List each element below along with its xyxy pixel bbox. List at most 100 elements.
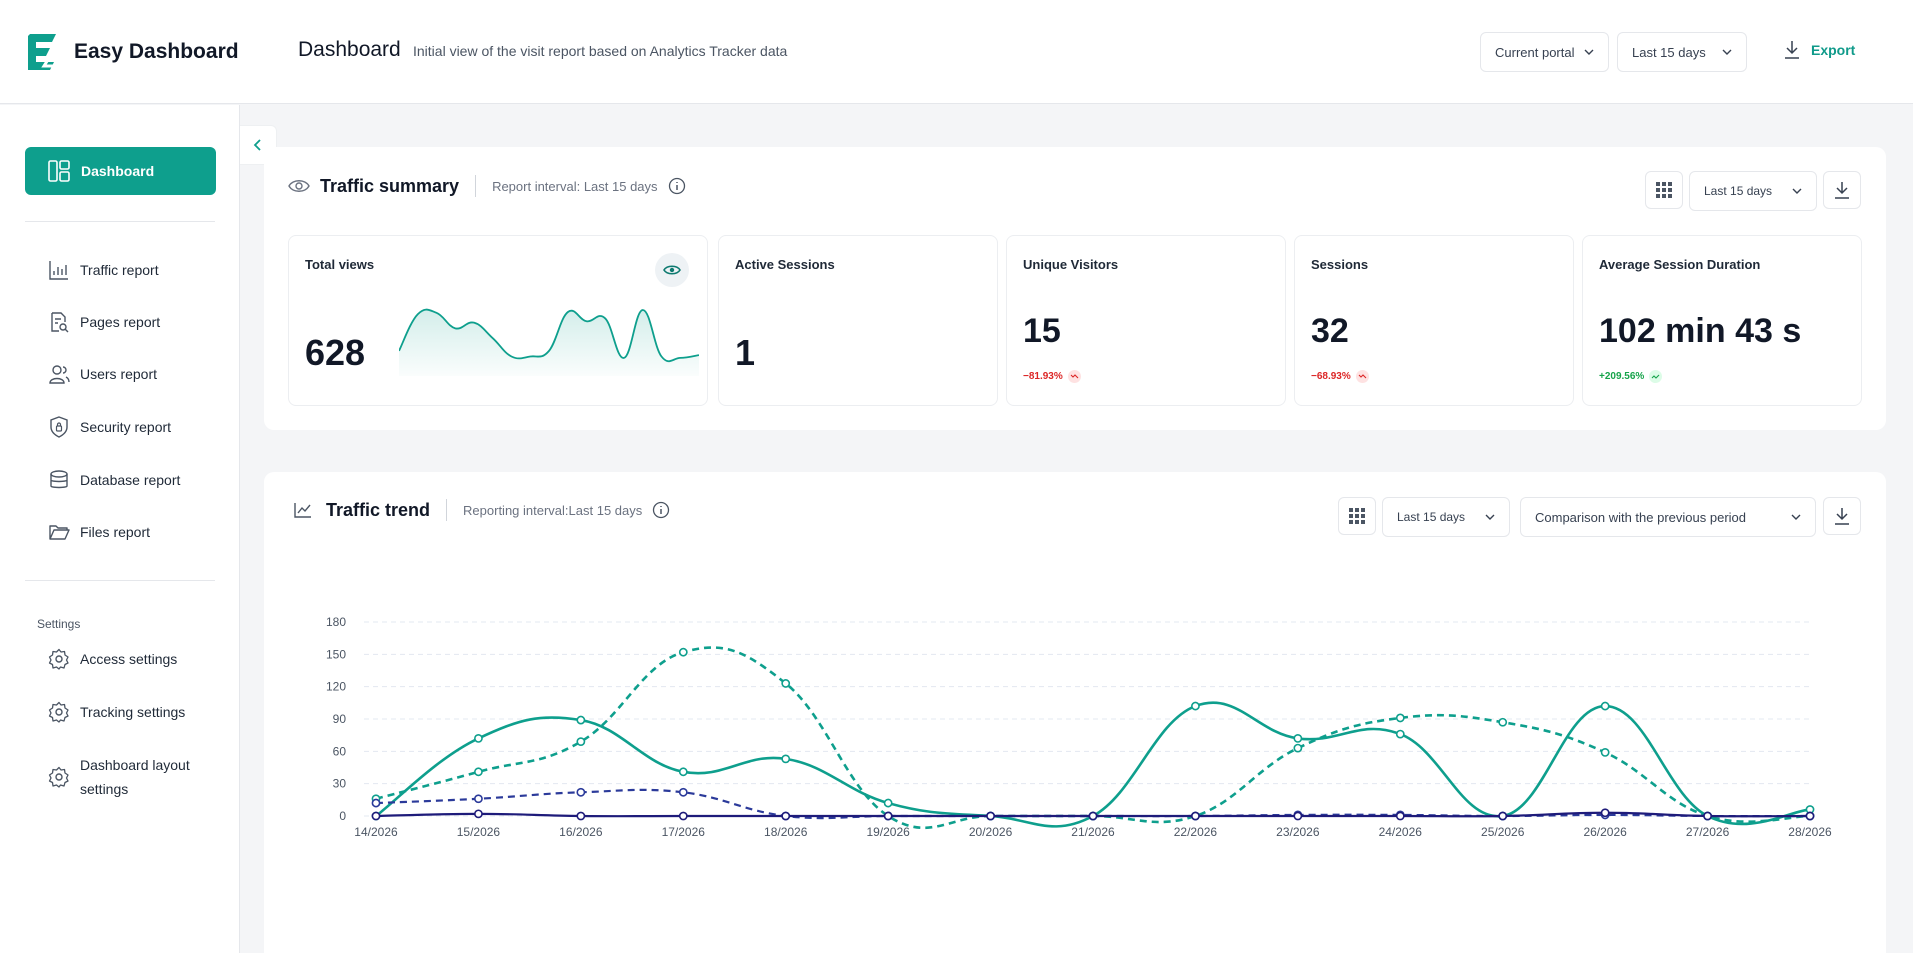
metric-value: 628 (305, 332, 366, 373)
period-select[interactable]: Last 15 days (1617, 32, 1747, 72)
x-tick-label: 23/2026 (1276, 825, 1320, 839)
chevron-down-icon (1584, 49, 1594, 55)
data-point (1600, 808, 1610, 818)
summary-download-button[interactable] (1823, 171, 1861, 209)
traffic-trend-card: Traffic trend Reporting interval:Last 15… (264, 472, 1886, 953)
info-icon[interactable] (652, 501, 670, 519)
download-icon (1785, 41, 1799, 59)
sidebar-item-database-report[interactable]: Database report (48, 469, 180, 491)
settings-heading: Settings (37, 617, 81, 631)
export-button[interactable]: Export (1783, 40, 1855, 60)
sparkline-area (399, 309, 699, 376)
data-point (781, 754, 791, 764)
sidebar-item-users-report[interactable]: Users report (48, 363, 157, 385)
trend-download-button[interactable] (1823, 497, 1861, 535)
data-point (474, 794, 483, 804)
card-title: Traffic summary (320, 175, 460, 196)
sidebar-item-access-settings[interactable]: Access settings (48, 648, 177, 670)
layout-icon (48, 160, 70, 182)
info-icon[interactable] (668, 177, 686, 195)
top-header: Easy Dashboard Dashboard Initial view of… (0, 0, 1913, 104)
data-point (1498, 811, 1508, 821)
y-tick-label: 30 (333, 777, 347, 791)
data-point (1293, 811, 1303, 821)
portal-select-value: Current portal (1495, 44, 1575, 60)
eye-icon (663, 265, 681, 275)
view-toggle-button[interactable] (655, 253, 689, 287)
data-point (576, 787, 586, 797)
data-point (371, 798, 381, 808)
data-point (1395, 729, 1405, 739)
comparison-value: Comparison with the previous period (1535, 509, 1746, 525)
page-subtitle: Initial view of the visit report based o… (413, 43, 788, 59)
comparison-select[interactable]: Comparison with the previous period (1520, 497, 1816, 537)
sidebar-item-label: Dashboard layout settings (80, 753, 190, 801)
sidebar-item-files-report[interactable]: Files report (48, 521, 150, 543)
metric-unique-visitors: Unique Visitors 15 −81.93% (1006, 235, 1286, 406)
page-search-icon (51, 312, 69, 333)
delta-value: −81.93% (1023, 371, 1063, 382)
sidebar-item-label: Files report (80, 524, 151, 540)
x-tick-label: 22/2026 (1174, 825, 1218, 839)
chevron-down-icon (1791, 514, 1801, 520)
x-tick-label: 19/2026 (866, 825, 910, 839)
x-tick-label: 20/2026 (969, 825, 1013, 839)
data-point (1498, 717, 1508, 727)
grid-icon (1656, 182, 1672, 198)
sidebar-item-label: Users report (80, 366, 158, 382)
data-point (474, 767, 483, 777)
x-tick-label: 21/2026 (1071, 825, 1115, 839)
trend-period-value: Last 15 days (1397, 510, 1466, 524)
grid-menu-button[interactable] (1645, 171, 1683, 209)
portal-select[interactable]: Current portal (1480, 32, 1609, 72)
x-tick-label: 28/2026 (1788, 825, 1832, 839)
traffic-summary-header: Traffic summary Report interval: Last 15… (288, 175, 686, 197)
data-point (1191, 701, 1200, 711)
data-point (678, 767, 688, 777)
sidebar-item-pages-report[interactable]: Pages report (48, 311, 160, 333)
trend-up-icon (1649, 370, 1663, 383)
data-point (1395, 713, 1405, 723)
x-tick-label: 16/2026 (559, 825, 603, 839)
metric-label: Active Sessions (735, 257, 835, 272)
chevron-down-icon (1792, 188, 1802, 194)
sidebar-item-label: Dashboard (81, 163, 155, 179)
report-interval: Report interval: Last 15 days (492, 178, 658, 194)
eye-icon (288, 180, 310, 192)
line-chart-icon (294, 503, 311, 518)
sidebar-item-dashboard[interactable]: Dashboard (25, 147, 216, 195)
sidebar-item-security-report[interactable]: Security report (48, 416, 171, 438)
database-icon (50, 470, 68, 489)
grid-menu-button[interactable] (1338, 497, 1376, 535)
gear-icon (48, 766, 69, 788)
metric-value: 102 min 43 s (1599, 312, 1802, 350)
x-tick-label: 26/2026 (1583, 825, 1627, 839)
sparkline-line (399, 308, 699, 363)
trend-down-icon (1355, 370, 1369, 383)
users-icon (49, 365, 70, 384)
traffic-trend-chart: 0 30 60 90 120 150 180 14/2026 15/2026 16/2026 17/… (326, 615, 1832, 839)
metric-average-session-duration: Average Session Duration 102 min 43 s +2… (1582, 235, 1862, 406)
data-point (883, 798, 893, 808)
sidebar-item-label: Traffic report (80, 262, 159, 278)
total-views-sparkline (399, 308, 699, 376)
sidebar-item-tracking-settings[interactable]: Tracking settings (48, 701, 185, 723)
metric-value: 1 (735, 332, 756, 373)
divider (475, 175, 477, 197)
chevron-down-icon (1722, 49, 1732, 55)
gear-icon (48, 648, 69, 670)
y-tick-label: 60 (333, 744, 347, 758)
logo-icon (28, 34, 61, 70)
gear-icon (48, 701, 69, 723)
metric-active-sessions: Active Sessions 1 (718, 235, 998, 406)
series-line (375, 646, 1811, 830)
sidebar-item-traffic-report[interactable]: Traffic report (48, 259, 159, 281)
trend-period-select[interactable]: Last 15 days (1382, 497, 1510, 537)
summary-period-select[interactable]: Last 15 days (1689, 171, 1817, 211)
x-tick-label: 24/2026 (1379, 825, 1423, 839)
data-point (371, 811, 381, 821)
traffic-summary-card: Traffic summary Report interval: Last 15… (264, 147, 1886, 430)
sidebar-item-dashboard-layout-settings[interactable]: Dashboard layout settings (48, 753, 190, 801)
divider (25, 221, 215, 222)
app-logo[interactable]: Easy Dashboard (26, 32, 239, 72)
